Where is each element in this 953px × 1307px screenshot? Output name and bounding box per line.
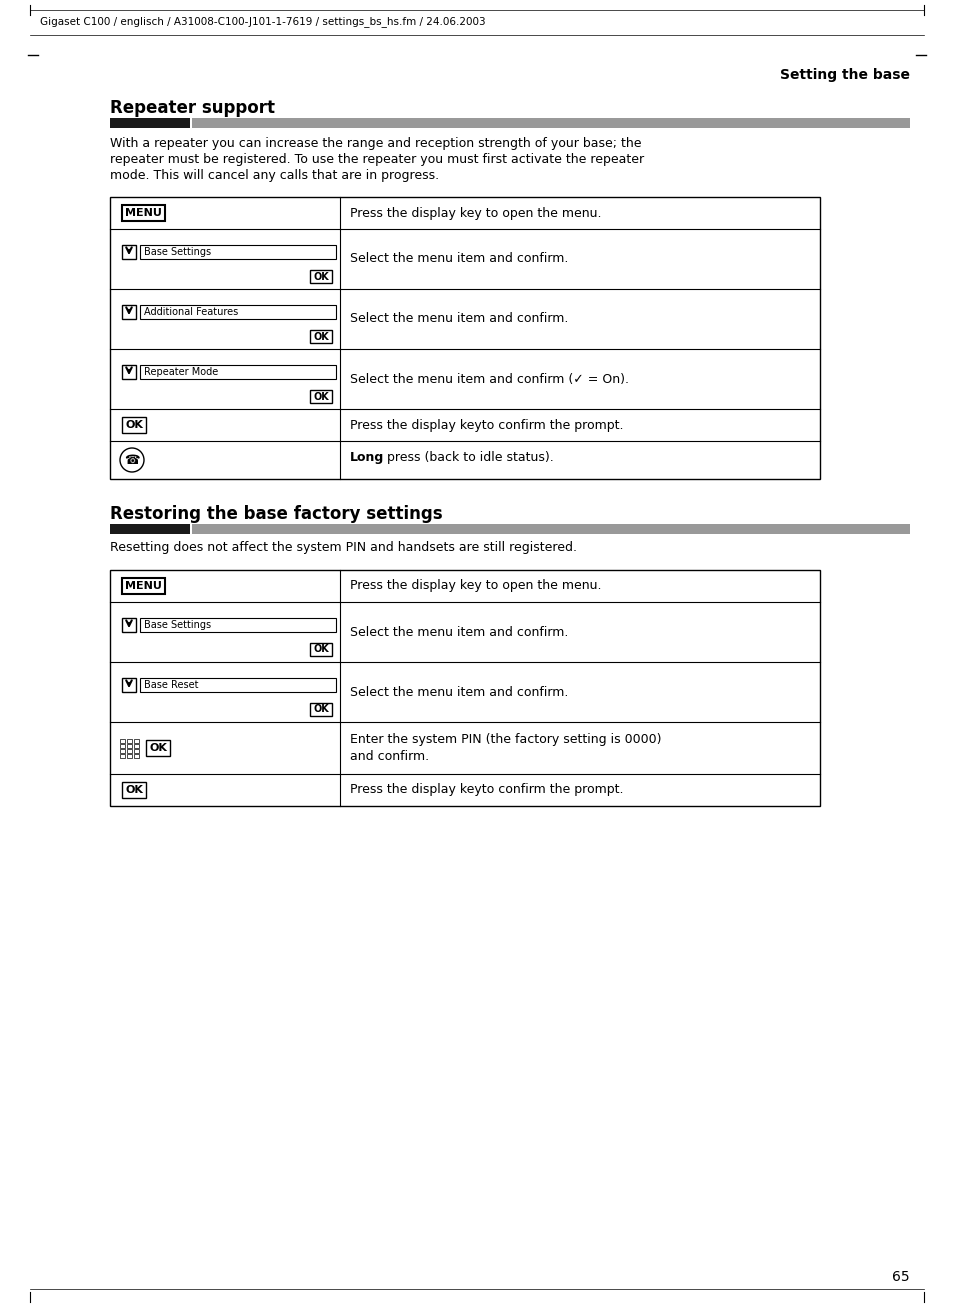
Bar	[127, 749, 132, 753]
Text: Enter the system PIN (the factory setting is 0000): Enter the system PIN (the factory settin…	[350, 733, 660, 746]
Bar	[310, 271, 332, 284]
Text: With a repeater you can increase the range and reception strength of your base; : With a repeater you can increase the ran…	[110, 136, 640, 149]
Text: Setting the base: Setting the base	[780, 68, 909, 82]
Bar	[310, 389, 332, 403]
Text: repeater must be registered. To use the repeater you must first activate the rep: repeater must be registered. To use the …	[110, 153, 643, 166]
Bar	[120, 738, 125, 742]
Bar	[122, 678, 136, 691]
Bar	[133, 744, 139, 748]
Bar	[310, 643, 332, 656]
Bar	[122, 365, 136, 379]
Bar	[140, 678, 335, 691]
Bar	[110, 524, 190, 535]
Bar	[192, 118, 909, 128]
Bar	[122, 618, 136, 633]
Bar	[133, 754, 139, 758]
Text: OK: OK	[125, 786, 143, 795]
Text: 65: 65	[891, 1270, 909, 1283]
Bar	[122, 417, 146, 433]
Bar	[140, 365, 335, 379]
Text: Base Settings: Base Settings	[144, 620, 211, 630]
Bar	[120, 744, 125, 748]
Bar	[146, 740, 170, 755]
Bar	[140, 305, 335, 319]
Bar	[310, 329, 332, 342]
Text: Additional Features: Additional Features	[144, 307, 238, 318]
Text: Press the display key to open the menu.: Press the display key to open the menu.	[350, 207, 601, 220]
Text: Select the menu item and confirm.: Select the menu item and confirm.	[350, 626, 568, 639]
Text: press (back to idle status).: press (back to idle status).	[382, 451, 553, 464]
Text: OK: OK	[313, 392, 329, 401]
Bar	[140, 618, 335, 633]
Text: OK: OK	[313, 272, 329, 281]
Text: Press the display key​to confirm the prompt.: Press the display key​to confirm the pro…	[350, 783, 623, 796]
Text: Gigaset C100 / englisch / A31008-C100-J101-1-7619 / settings_bs_hs.fm / 24.06.20: Gigaset C100 / englisch / A31008-C100-J1…	[40, 17, 485, 27]
Bar	[140, 244, 335, 259]
Bar	[133, 749, 139, 753]
Text: Select the menu item and confirm.: Select the menu item and confirm.	[350, 312, 568, 325]
Text: Repeater Mode: Repeater Mode	[144, 367, 218, 376]
Text: Base Settings: Base Settings	[144, 247, 211, 257]
Bar	[122, 305, 136, 319]
Bar	[122, 244, 136, 259]
Bar	[127, 738, 132, 742]
Text: ☎: ☎	[124, 454, 140, 467]
Bar	[133, 738, 139, 742]
Text: OK: OK	[125, 420, 143, 430]
Bar	[110, 118, 190, 128]
Text: Repeater support: Repeater support	[110, 99, 274, 118]
Bar	[110, 197, 820, 478]
Text: Press the display key to open the menu.: Press the display key to open the menu.	[350, 579, 601, 592]
Text: mode. This will cancel any calls that are in progress.: mode. This will cancel any calls that ar…	[110, 169, 438, 182]
Text: OK: OK	[313, 644, 329, 655]
Bar	[122, 782, 146, 799]
Bar	[110, 570, 820, 806]
Text: OK: OK	[313, 332, 329, 341]
Text: Base Reset: Base Reset	[144, 680, 198, 690]
Text: Restoring the base factory settings: Restoring the base factory settings	[110, 505, 442, 523]
Text: Select the menu item and confirm.: Select the menu item and confirm.	[350, 685, 568, 698]
Text: Select the menu item and confirm.: Select the menu item and confirm.	[350, 252, 568, 265]
Text: OK: OK	[149, 742, 167, 753]
Bar	[192, 524, 909, 535]
Text: Long: Long	[350, 451, 384, 464]
Bar	[120, 749, 125, 753]
Bar	[127, 754, 132, 758]
Text: Press the display key​to confirm the prompt.: Press the display key​to confirm the pro…	[350, 418, 623, 431]
Text: OK: OK	[313, 704, 329, 715]
Text: Select the menu item and confirm (✓ = On).: Select the menu item and confirm (✓ = On…	[350, 372, 628, 386]
Bar	[120, 754, 125, 758]
Bar	[310, 703, 332, 716]
Text: MENU: MENU	[125, 582, 162, 591]
Text: MENU: MENU	[125, 208, 162, 218]
Text: and confirm.: and confirm.	[350, 749, 429, 762]
Text: Resetting does not affect the system PIN and handsets are still registered.: Resetting does not affect the system PIN…	[110, 541, 577, 554]
Bar	[127, 744, 132, 748]
